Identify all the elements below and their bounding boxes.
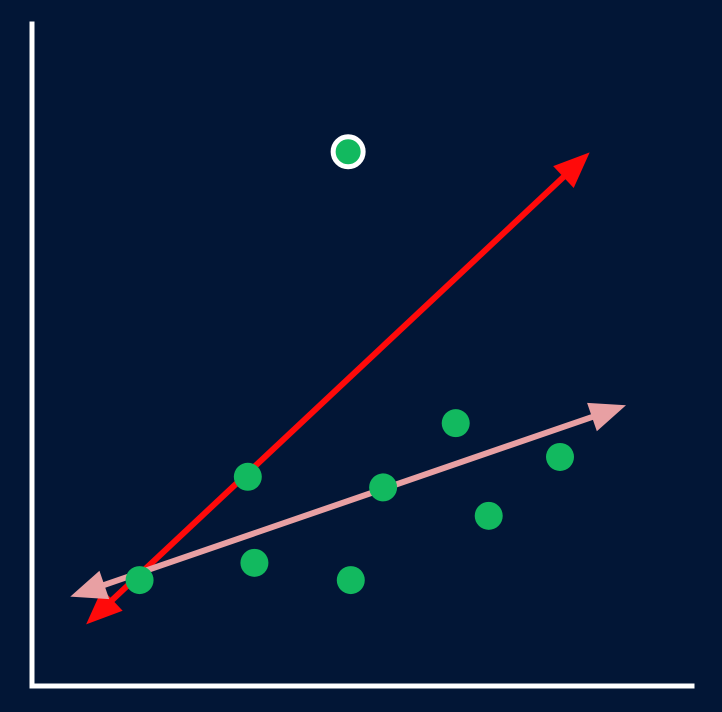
outlier-point — [330, 134, 366, 170]
fit-line-steep — [103, 168, 573, 609]
data-point-8 — [546, 442, 574, 471]
data-point-2 — [233, 462, 262, 491]
fit-line-shallow — [93, 410, 603, 592]
fit-line-steep-start-arrowhead — [86, 588, 123, 625]
fit-line-steep-end-arrowhead — [553, 152, 590, 188]
fit-lines — [70, 152, 626, 625]
axes — [29, 21, 695, 689]
data-point-5 — [369, 473, 398, 502]
data-point-3 — [240, 548, 269, 577]
data-point-4 — [336, 566, 365, 595]
data-point-7 — [474, 501, 503, 530]
data-point-6 — [441, 409, 470, 438]
fit-line-shallow-end-arrowhead — [587, 402, 626, 432]
fit-line-shallow-start-arrowhead — [70, 570, 110, 600]
data-points — [125, 134, 574, 595]
data-point-1 — [125, 566, 154, 595]
